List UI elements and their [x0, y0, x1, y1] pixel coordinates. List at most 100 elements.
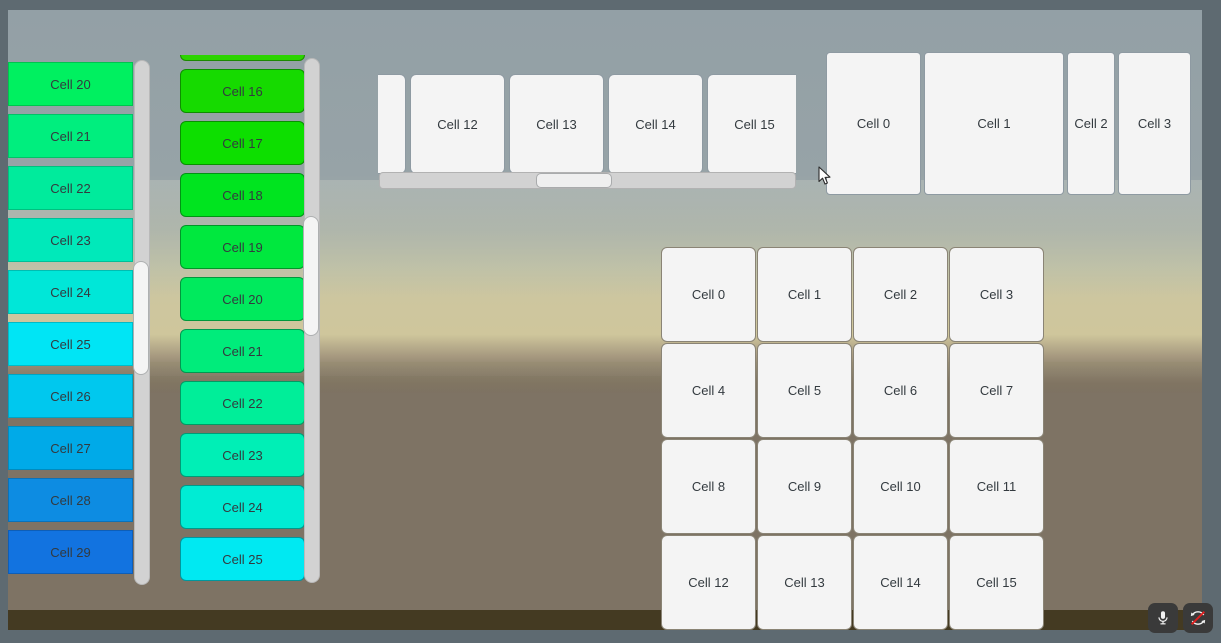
list-item[interactable]: Cell 12 [410, 74, 505, 174]
cell-label: Cell 1 [787, 287, 822, 302]
rotation-lock-icon [1190, 610, 1206, 626]
cell-label: Cell 9 [787, 479, 822, 494]
grid-cell[interactable]: Cell 1 [757, 247, 852, 342]
grid-cell[interactable]: Cell 0 [661, 247, 756, 342]
cell-label: Cell 1 [977, 116, 1011, 131]
cell-label: Cell 12 [437, 116, 478, 132]
list-item[interactable]: Cell 20 [180, 277, 305, 321]
cell-label: Cell 22 [50, 180, 91, 196]
cell-label: Cell 5 [787, 383, 822, 398]
cell-label: Cell 13 [536, 116, 577, 132]
list-item[interactable]: Cell 20 [8, 62, 133, 106]
list-item[interactable]: Cell 22 [8, 166, 133, 210]
cell-label: Cell 14 [880, 575, 921, 590]
cell-label: Cell 14 [635, 116, 676, 132]
list-item[interactable]: Cell 15 [707, 74, 796, 174]
grid-cell[interactable]: Cell 2 [853, 247, 948, 342]
horizontal-scrollbar-thumb[interactable] [536, 173, 612, 188]
cell-label: Cell 24 [222, 499, 263, 515]
microphone-button[interactable] [1148, 603, 1178, 633]
cell-label: Cell 0 [856, 116, 891, 131]
cell-label: Cell 10 [880, 479, 921, 494]
cell-label: Cell 13 [784, 575, 825, 590]
list-item[interactable]: Cell 15 [180, 55, 305, 61]
grid-cell[interactable]: Cell 10 [853, 439, 948, 534]
list-item[interactable]: Cell 16 [180, 69, 305, 113]
grid-cell[interactable]: Cell 14 [853, 535, 948, 630]
grid-cell[interactable]: Cell 7 [949, 343, 1044, 438]
variable-width-row[interactable]: Cell 0 Cell 1 Cell 2 Cell 3 [826, 52, 1194, 195]
list-item[interactable]: Cell 1 [924, 52, 1064, 195]
list-item[interactable]: Cell 14 [608, 74, 703, 174]
cell-label: Cell 21 [222, 343, 263, 359]
cell-label: Cell 15 [976, 575, 1017, 590]
cell-label: Cell 24 [50, 284, 91, 300]
list-item[interactable] [378, 74, 406, 174]
horizontal-scrolling-list[interactable]: Cell 12 Cell 13 Cell 14 Cell 15 [378, 74, 796, 174]
list-item[interactable]: Cell 27 [8, 426, 133, 470]
cell-label: Cell 23 [50, 232, 91, 248]
vertical-scrollbar-track[interactable] [303, 58, 320, 583]
list-item[interactable]: Cell 19 [180, 225, 305, 269]
horizontal-scrollbar-track[interactable] [379, 172, 796, 189]
list-item[interactable]: Cell 22 [180, 381, 305, 425]
cell-label: Cell 22 [222, 395, 263, 411]
cell-label: Cell 7 [979, 383, 1014, 398]
list-item[interactable]: Cell 18 [180, 173, 305, 217]
cell-label: Cell 12 [688, 575, 729, 590]
cell-grid[interactable]: Cell 0 Cell 1 Cell 2 Cell 3 Cell 4 Cell 5 Cell… [661, 247, 1044, 630]
list-item[interactable]: Cell 23 [8, 218, 133, 262]
list-item[interactable]: Cell 3 [1118, 52, 1191, 195]
list-item[interactable]: Cell 25 [180, 537, 305, 581]
list-item[interactable]: Cell 23 [180, 433, 305, 477]
cell-label: Cell 29 [50, 544, 91, 560]
cell-label: Cell 20 [222, 291, 263, 307]
list-content: Cell 12 Cell 13 Cell 14 Cell 15 [378, 74, 796, 174]
list-item[interactable]: Cell 2 [1067, 52, 1115, 195]
vertical-scrollbar-thumb[interactable] [303, 216, 319, 336]
grid-cell[interactable]: Cell 9 [757, 439, 852, 534]
cell-label: Cell 27 [50, 440, 91, 456]
grid-cell[interactable]: Cell 4 [661, 343, 756, 438]
grid-cell[interactable]: Cell 3 [949, 247, 1044, 342]
cell-label: Cell 17 [222, 135, 263, 151]
list-item[interactable]: Cell 21 [180, 329, 305, 373]
list-item[interactable]: Cell 24 [8, 270, 133, 314]
cell-label: Cell 23 [222, 447, 263, 463]
grid-cell[interactable]: Cell 11 [949, 439, 1044, 534]
colored-vertical-list-rounded[interactable]: Cell 15 Cell 16 Cell 17 Cell 18 Cell 19 Cell … [180, 55, 320, 586]
cell-label: Cell 0 [691, 287, 726, 302]
vertical-scrollbar-thumb[interactable] [133, 261, 149, 375]
vertical-scrollbar-track[interactable] [133, 60, 150, 585]
list-item[interactable]: Cell 28 [8, 478, 133, 522]
list-item[interactable]: Cell 24 [180, 485, 305, 529]
list-item[interactable]: Cell 29 [8, 530, 133, 574]
list-item[interactable]: Cell 13 [509, 74, 604, 174]
grid-cell[interactable]: Cell 13 [757, 535, 852, 630]
list-item[interactable]: Cell 17 [180, 121, 305, 165]
grid-cell[interactable]: Cell 6 [853, 343, 948, 438]
grid-cell[interactable]: Cell 12 [661, 535, 756, 630]
cell-label: Cell 21 [50, 128, 91, 144]
grid-cell[interactable]: Cell 5 [757, 343, 852, 438]
cell-label: Cell 2 [1074, 116, 1108, 131]
cell-label: Cell 3 [979, 287, 1014, 302]
rotation-lock-button[interactable] [1183, 603, 1213, 633]
cell-label: Cell 25 [50, 336, 91, 352]
list-item[interactable]: Cell 25 [8, 322, 133, 366]
grid-cell[interactable]: Cell 8 [661, 439, 756, 534]
microphone-icon [1158, 611, 1168, 625]
list-content: Cell 15 Cell 16 Cell 17 Cell 18 Cell 19 Cell … [180, 55, 305, 586]
cell-label: Cell 28 [50, 492, 91, 508]
cell-label: Cell 25 [222, 551, 263, 567]
cell-label: Cell 6 [883, 383, 918, 398]
list-item[interactable]: Cell 0 [826, 52, 921, 195]
list-item[interactable]: Cell 26 [8, 374, 133, 418]
cell-label: Cell 2 [883, 287, 918, 302]
cell-label: Cell 20 [50, 76, 91, 92]
list-item[interactable]: Cell 21 [8, 114, 133, 158]
grid-cell[interactable]: Cell 15 [949, 535, 1044, 630]
